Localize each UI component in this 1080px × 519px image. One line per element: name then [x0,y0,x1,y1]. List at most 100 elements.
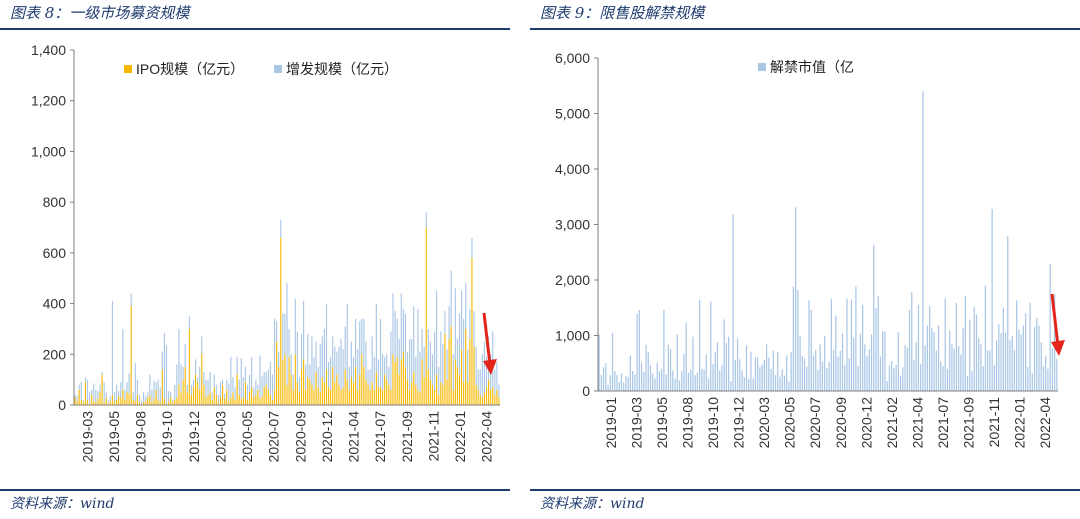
bar-series1 [911,292,913,391]
bar-series1 [763,359,765,391]
bar-series1 [338,384,340,405]
bar-series1 [877,296,879,391]
legend-label: 解禁市值（亿 [770,59,854,75]
bar-series1 [78,389,80,405]
bar-series1 [902,367,904,391]
bar-series1 [361,354,363,405]
bar-series1 [111,394,114,405]
panel-ipo-seo: 图表 8：一级市场募资规模 0 200 400 600 800 1,000 1,200 1,4… [0,0,510,519]
bar-series1 [296,382,298,405]
bar-series1 [359,374,361,405]
bar-series2 [438,366,440,395]
bar-series1 [413,372,415,405]
x-tick-label: 2021-09 [399,411,415,463]
bar-series2 [296,331,298,383]
y-tick-label: 0 [582,383,590,399]
bar-series2 [463,318,465,383]
bar-series1 [942,366,944,391]
source-note: 资料来源：wind [540,496,645,512]
bar-series2 [396,318,398,357]
bar-series2 [404,313,407,367]
bar-series2 [215,384,217,395]
bar-series1 [1004,332,1007,391]
bar-series1 [244,382,247,405]
bar-series2 [178,328,180,385]
figure-title: 图表 9：限售股解禁规模 [540,4,705,22]
bar-series1 [340,389,342,405]
bar-series1 [808,300,810,391]
bar-series2 [203,372,205,385]
bar-series1 [321,377,323,405]
bar-series2 [249,374,251,393]
bar-series2 [352,356,355,383]
bar-series2 [375,303,377,373]
red-arrow [482,312,497,375]
bar-series2 [311,336,313,385]
bar-series2 [111,301,114,395]
bar-series2 [325,303,328,370]
axes [70,49,500,406]
bar-series1 [427,369,429,405]
bar-series2 [481,354,483,398]
x-tick-label: 2020-05 [782,397,798,449]
bar-series1 [157,399,159,405]
bar-series1 [1047,368,1049,391]
bar-series1 [234,399,236,405]
bar-series2 [433,331,436,390]
bar-series1 [801,356,803,391]
bar-series1 [253,397,255,405]
bar-series1 [868,349,870,391]
bar-series1 [124,399,126,405]
bar-series2 [467,349,469,383]
bar-series1 [779,376,781,391]
bar-series1 [350,377,352,405]
bar-series1 [618,382,620,391]
bar-series1 [951,344,953,391]
bar-series2 [238,379,240,395]
legend-swatch [274,65,282,73]
bar-series1 [661,368,663,391]
bar-series1 [953,348,955,391]
x-tick-label: 2019-05 [654,397,670,449]
bar-series1 [276,341,278,405]
bar-series2 [122,328,124,390]
bar-series1 [676,334,678,391]
bar-series1 [1016,300,1018,391]
bar-series2 [298,377,301,393]
x-tick-label: 2019-03 [79,411,95,463]
bar-series2 [394,311,396,362]
bar-series1 [423,377,425,405]
bar-series1 [222,384,224,405]
bar-series2 [442,344,444,385]
bar-series1 [937,325,940,391]
bar-series2 [313,356,315,390]
bar-series2 [103,382,105,403]
top-rule [530,28,1080,30]
bar-series1 [835,315,837,391]
bar-series2 [267,369,269,390]
bar-series2 [477,369,479,390]
bar-series2 [425,212,427,228]
bar-series1 [284,354,286,405]
bar-series1 [311,384,313,405]
bar-series1 [966,376,969,391]
bar-series1 [719,370,721,391]
bar-series2 [224,393,226,399]
bar-series2 [286,283,288,385]
bar-series1 [319,392,321,405]
bar-series1 [327,387,330,405]
bar-series1 [404,366,407,405]
x-tick-label: 2021-02 [884,397,900,449]
bar-series1 [1011,336,1013,391]
bar-series2 [236,356,238,375]
bar-series1 [893,368,895,391]
bar-series2 [498,384,500,398]
bar-series2 [431,354,434,385]
bar-series2 [454,288,456,360]
bar-series2 [244,366,247,383]
bar-series1 [421,359,423,405]
bottom-rule [0,489,510,491]
bar-series1 [116,399,118,405]
bar-series2 [409,339,411,390]
bar-series1 [993,364,995,391]
